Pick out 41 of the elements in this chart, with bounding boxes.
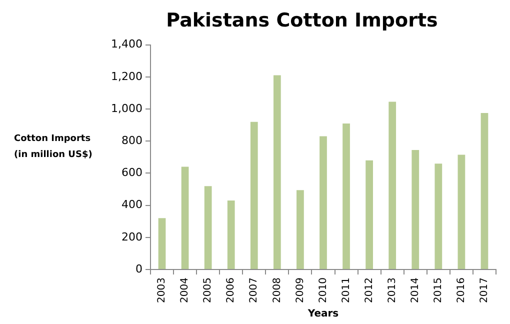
- bar: [342, 123, 350, 270]
- y-tick-label: 1,200: [110, 70, 142, 83]
- x-tick-label: 2008: [272, 278, 283, 304]
- bar: [250, 122, 258, 270]
- x-tick-label: 2017: [479, 278, 490, 304]
- bar: [458, 154, 466, 270]
- x-tick-label: 2003: [156, 278, 168, 304]
- x-tick-label: 2015: [433, 278, 444, 304]
- y-tick-label: 200: [121, 230, 142, 244]
- y-axis-title: Cotton Imports (in million US$): [14, 133, 94, 162]
- x-tick-label: 2011: [340, 278, 352, 304]
- bar: [388, 102, 396, 270]
- y-tick-label: 800: [121, 134, 142, 147]
- y-tick-label: 0: [135, 262, 142, 276]
- y-tick-label: 1,400: [110, 38, 142, 51]
- bar: [227, 200, 235, 270]
- x-tick-label: 2004: [180, 278, 191, 304]
- x-tick-label: 2016: [456, 278, 468, 304]
- x-tick-label: 2013: [386, 278, 398, 304]
- x-tick-label: 2005: [202, 278, 214, 304]
- x-axis-title: Years: [306, 308, 339, 320]
- bar: [434, 164, 442, 270]
- y-tick-label: 400: [121, 198, 142, 212]
- x-tick-label: 2014: [410, 278, 421, 304]
- x-tick-label: 2012: [364, 278, 375, 304]
- y-tick-label: 1,000: [110, 102, 142, 115]
- x-tick-label: 2009: [294, 278, 306, 304]
- bar: [158, 218, 166, 270]
- bar: [412, 150, 420, 270]
- chart-title: Pakistans Cotton Imports: [166, 9, 438, 32]
- bar: [480, 113, 488, 270]
- bar: [296, 190, 304, 270]
- bar: [204, 186, 212, 270]
- x-tick-label: 2010: [318, 278, 329, 304]
- bar: [366, 160, 373, 270]
- bar: [320, 136, 327, 270]
- y-tick-label: 600: [121, 166, 142, 180]
- bar: [181, 166, 189, 270]
- bar: [273, 75, 281, 270]
- x-tick-label: 2007: [248, 278, 260, 304]
- x-tick-label: 2006: [226, 278, 237, 304]
